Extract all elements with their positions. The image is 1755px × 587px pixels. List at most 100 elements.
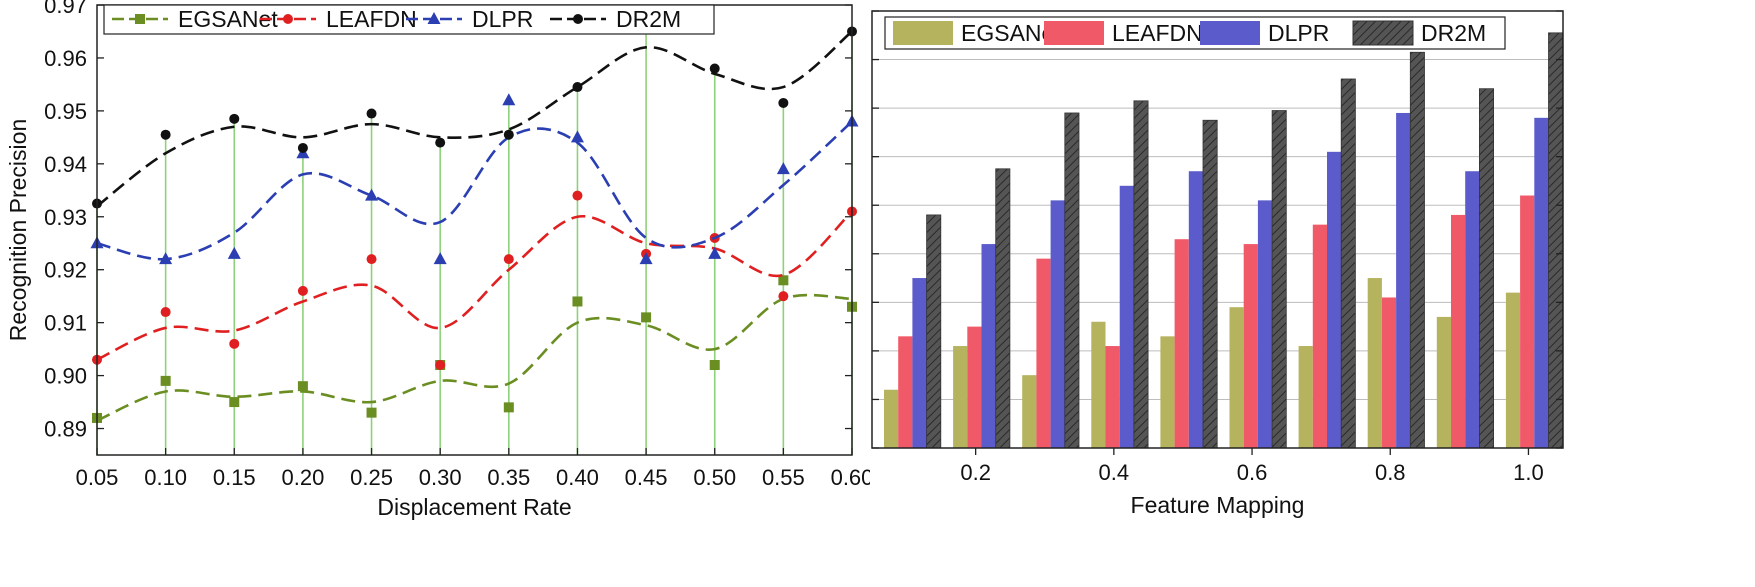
- egsanet-point: [366, 407, 377, 418]
- egsanet-bar: [1022, 375, 1037, 448]
- leafdn-point: [778, 291, 789, 302]
- leafdn-point: [572, 190, 583, 201]
- x-tick-label: 0.35: [487, 465, 530, 490]
- line-chart: 0.89 0.90 0.91 0.92 0.93 0.94 0.95 0.96 0.97 0.05…: [5, 0, 870, 520]
- legend-swatch-leafdn: [1044, 21, 1104, 45]
- egsanet-point: [709, 360, 720, 370]
- egsanet-bar: [1298, 346, 1313, 448]
- leafdn-bar: [1381, 297, 1397, 448]
- dlpr-line: [96, 120, 853, 261]
- x-tick-label: 0.20: [281, 465, 324, 490]
- x-axis-title: Feature Mapping: [1131, 492, 1305, 518]
- series-dr2m: [92, 23, 857, 209]
- dr2m-point: [503, 129, 514, 140]
- x-tick-label: 0.60: [831, 465, 870, 490]
- egsanet-bar: [1367, 278, 1382, 448]
- legend-label-dr2m: DR2M: [616, 6, 681, 32]
- dlpr-bar: [1396, 112, 1411, 448]
- x-tick-label: 0.8: [1375, 460, 1406, 485]
- dr2m-bar: [926, 214, 942, 449]
- dr2m-point: [709, 63, 720, 74]
- legend-item-dr2m: DR2M: [550, 6, 681, 32]
- y-tick-label: 0.95: [44, 99, 87, 124]
- egsanet-point: [778, 275, 789, 286]
- egsanet-point: [503, 402, 514, 413]
- legend-label-leafdn: LEAFDN: [326, 6, 417, 32]
- dr2m-point: [435, 137, 446, 148]
- dlpr-bar: [981, 244, 996, 448]
- legend-swatch-egsanet: [893, 21, 953, 45]
- egsanet-point: [160, 375, 171, 386]
- legend-item-egsanet: EGSANet: [893, 20, 1061, 46]
- dr2m-point: [297, 142, 308, 153]
- leafdn-line: [96, 210, 853, 361]
- leafdn-point: [435, 360, 446, 370]
- plot-frame: [96, 4, 853, 456]
- y-tick-label: 0.90: [44, 364, 87, 389]
- egsanet-bar: [1091, 321, 1106, 448]
- egsanet-line: [96, 293, 853, 422]
- legend-leafdn-point: [283, 14, 293, 24]
- leafdn-point: [366, 254, 377, 265]
- x-tick-label: 0.30: [419, 465, 462, 490]
- dr2m-point: [160, 129, 171, 140]
- legend-item-leafdn: LEAFDN: [260, 6, 417, 32]
- y-tick-label: 0.91: [44, 311, 87, 336]
- dlpr-point: [570, 130, 584, 143]
- plot-frame: [871, 10, 1564, 449]
- series-egsanet: [884, 278, 1521, 448]
- egsanet-bar: [1436, 316, 1451, 448]
- dr2m-point: [572, 82, 583, 93]
- dlpr-point: [365, 188, 379, 201]
- x-tick-label: 0.10: [144, 465, 187, 490]
- dlpr-bar: [1188, 171, 1203, 448]
- legend-label-leafdn: LEAFDN: [1112, 20, 1203, 46]
- leafdn-bar: [1520, 195, 1535, 448]
- series-egsanet: [92, 275, 857, 423]
- legend-swatch-dr2m: [1352, 20, 1414, 46]
- dlpr-point: [502, 93, 516, 106]
- legend-label-dlpr: DLPR: [472, 6, 533, 32]
- dr2m-bar: [1409, 51, 1425, 449]
- dr2m-point: [778, 97, 789, 108]
- x-tick-label: 0.6: [1237, 460, 1268, 485]
- egsanet-point: [641, 312, 652, 323]
- y-tick-label: 0.92: [44, 258, 87, 283]
- egsanet-point: [297, 381, 308, 392]
- legend-label-dr2m: DR2M: [1421, 20, 1486, 46]
- y-tick-label: 0.93: [44, 205, 87, 230]
- y-tick-label: 0.89: [44, 417, 87, 442]
- y-tick-label: 0.97: [44, 0, 87, 18]
- leafdn-bar: [967, 326, 982, 448]
- x-tick-label: 0.25: [350, 465, 393, 490]
- leafdn-bar: [1174, 239, 1189, 448]
- x-tick-label: 0.55: [762, 465, 805, 490]
- dlpr-bar: [1327, 151, 1342, 449]
- legend-item-leafdn: LEAFDN: [1044, 20, 1203, 46]
- dlpr-point: [433, 252, 447, 265]
- legend-item-dlpr: DLPR: [406, 6, 533, 32]
- y-tick-label: 0.96: [44, 46, 87, 71]
- dr2m-bar: [1202, 119, 1218, 449]
- leafdn-bar: [1243, 244, 1258, 448]
- legend: EGSANet LEAFDN DLPR DR2M: [884, 16, 1506, 50]
- x-tick-label: 0.45: [625, 465, 668, 490]
- leafdn-bar: [1036, 258, 1051, 448]
- egsanet-point: [229, 397, 240, 408]
- dlpr-bar: [1465, 171, 1480, 448]
- x-tick-label: 0.4: [1099, 460, 1130, 485]
- egsanet-bar: [953, 346, 968, 448]
- legend: EGSANet LEAFDN DLPR DR2M: [103, 4, 715, 35]
- y-tick-label: 0.94: [44, 152, 87, 177]
- x-tick-label: 0.15: [213, 465, 256, 490]
- dlpr-bar: [912, 278, 927, 448]
- dlpr-point: [708, 246, 722, 259]
- egsanet-bar: [1160, 336, 1175, 448]
- leafdn-point: [160, 307, 171, 318]
- leafdn-point: [297, 285, 308, 296]
- egsanet-bar: [1505, 292, 1521, 448]
- x-tick-label: 0.05: [76, 465, 119, 490]
- series-leafdn: [898, 195, 1535, 448]
- egsanet-bar: [884, 389, 899, 448]
- dlpr-point: [776, 162, 790, 175]
